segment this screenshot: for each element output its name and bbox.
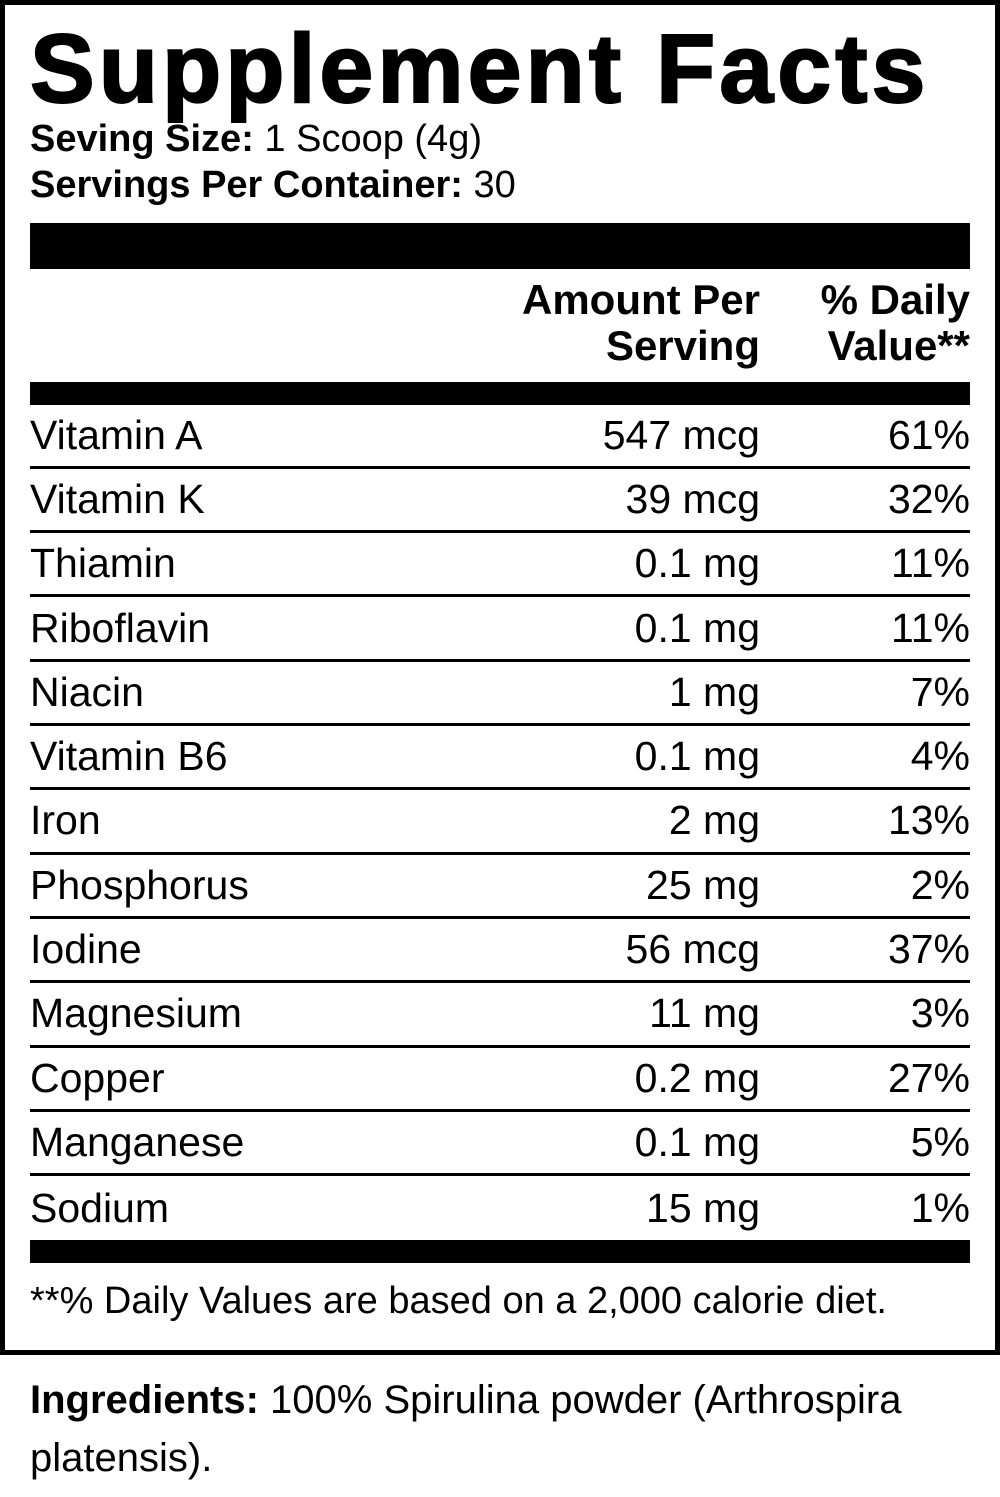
- table-row: Phosphorus 25 mg 2%: [30, 855, 970, 919]
- supplement-label: Supplement Facts Seving Size: 1 Scoop (4…: [0, 0, 1000, 1356]
- nutrient-amount: 0.1 mg: [634, 733, 760, 780]
- nutrient-amount: 25 mg: [646, 861, 760, 908]
- nutrient-name: Phosphorus: [30, 861, 249, 908]
- nutrient-dv: 1%: [910, 1184, 970, 1231]
- serving-size-label: Seving Size:: [30, 118, 254, 160]
- nutrient-amount: 2 mg: [668, 797, 760, 844]
- nutrient-dv: 11%: [890, 604, 970, 651]
- nutrient-name: Sodium: [30, 1184, 170, 1231]
- nutrient-dv: 4%: [910, 733, 970, 780]
- ingredients-label: Ingredients:: [30, 1378, 259, 1423]
- table-row: Vitamin B6 0.1 mg 4%: [30, 726, 970, 791]
- table-row: Vitamin K 39 mcg 32%: [30, 469, 970, 534]
- nutrient-amount: 0.1 mg: [634, 1118, 760, 1165]
- nutrient-name: Iodine: [30, 926, 142, 973]
- nutrient-amount: 0.1 mg: [634, 540, 760, 587]
- nutrient-amount: 547 mcg: [602, 411, 760, 458]
- nutrient-dv: 11%: [890, 540, 970, 587]
- supplement-facts-title: Supplement Facts: [29, 14, 930, 123]
- table-row: Magnesium 11 mg 3%: [30, 983, 970, 1048]
- nutrient-dv: 37%: [887, 926, 970, 973]
- nutrient-name: Iron: [30, 797, 101, 844]
- nutrient-name: Thiamin: [30, 540, 176, 587]
- nutrient-dv: 2%: [910, 861, 970, 908]
- table-row: Copper 0.2 mg 27%: [30, 1048, 970, 1112]
- separator-bar-bottom: [30, 1240, 970, 1264]
- nutrient-dv: 27%: [887, 1054, 970, 1101]
- nutrient-table: Vitamin A 547 mcg 61% Vitamin K 39 mcg 3…: [30, 405, 970, 1241]
- serving-size-value: 1 Scoop (4g): [264, 118, 482, 160]
- nutrient-amount: 56 mcg: [625, 926, 760, 973]
- column-headers: Amount Per Serving % Daily Value**: [30, 269, 970, 381]
- separator-bar-thin: [30, 381, 970, 405]
- table-row: Niacin 1 mg 7%: [30, 662, 970, 727]
- nutrient-name: Vitamin K: [30, 476, 205, 522]
- nutrient-name: Riboflavin: [30, 604, 211, 651]
- nutrient-amount: 15 mg: [646, 1184, 760, 1231]
- separator-bar-thick: [30, 223, 970, 270]
- daily-value-footnote: **% Daily Values are based on a 2,000 ca…: [30, 1280, 887, 1323]
- table-row: Thiamin 0.1 mg 11%: [30, 533, 970, 598]
- nutrient-dv: 5%: [910, 1118, 970, 1165]
- servings-per-container-label: Servings Per Container:: [30, 163, 463, 206]
- nutrient-name: Niacin: [30, 668, 144, 715]
- ingredients-section: Ingredients: 100% Spirulina powder (Arth…: [0, 1355, 1000, 1497]
- nutrient-amount: 1 mg: [668, 668, 760, 715]
- nutrient-dv: 13%: [887, 797, 970, 844]
- nutrient-amount: 0.2 mg: [634, 1054, 760, 1101]
- nutrient-name: Manganese: [30, 1118, 245, 1165]
- nutrient-name: Copper: [30, 1054, 165, 1101]
- amount-per-serving-header: Amount Per Serving: [521, 276, 760, 370]
- serving-size-line: Seving Size: 1 Scoop (4g): [30, 117, 970, 163]
- nutrient-name: Magnesium: [30, 990, 242, 1037]
- nutrient-amount: 39 mcg: [625, 476, 760, 522]
- servings-per-container-value: 30: [473, 163, 516, 206]
- nutrient-dv: 7%: [910, 668, 970, 715]
- nutrient-amount: 11 mg: [649, 990, 760, 1037]
- nutrient-dv: 61%: [887, 411, 970, 458]
- daily-value-header: % Daily Value**: [820, 276, 970, 370]
- nutrient-amount: 0.1 mg: [634, 604, 760, 651]
- nutrient-name: Vitamin A: [30, 411, 203, 458]
- ingredients-value: 100% Spirulina powder (Arthrospira plate…: [30, 1378, 902, 1481]
- nutrient-dv: 32%: [887, 476, 970, 522]
- table-row: Sodium 15 mg 1%: [30, 1176, 970, 1240]
- table-row: Iron 2 mg 13%: [30, 790, 970, 855]
- servings-per-container-line: Servings Per Container: 30: [30, 163, 970, 209]
- table-row: Iodine 56 mcg 37%: [30, 919, 970, 984]
- nutrient-name: Vitamin B6: [30, 733, 228, 780]
- table-row: Riboflavin 0.1 mg 11%: [30, 597, 970, 662]
- table-row: Manganese 0.1 mg 5%: [30, 1112, 970, 1177]
- table-row: Vitamin A 547 mcg 61%: [30, 405, 970, 469]
- nutrient-dv: 3%: [910, 990, 970, 1037]
